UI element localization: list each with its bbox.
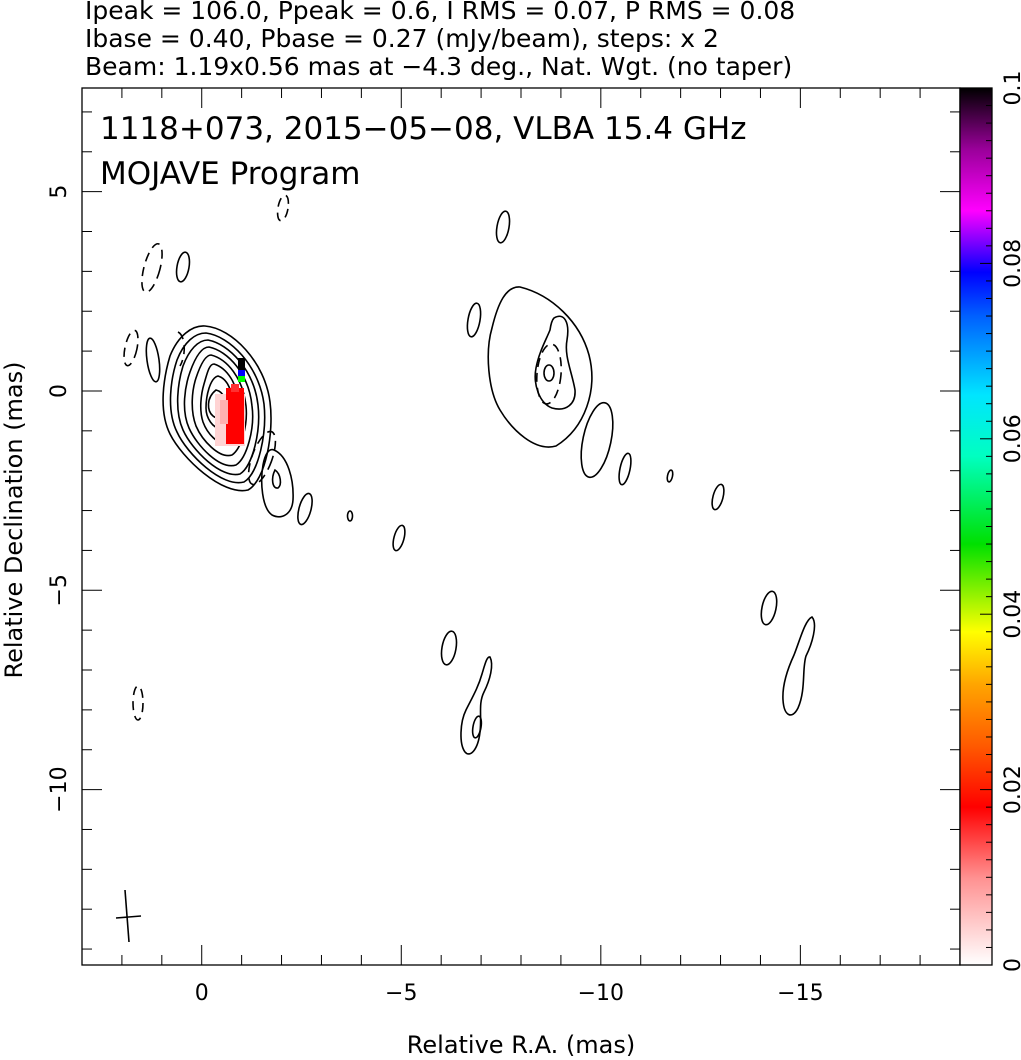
contour <box>460 656 493 755</box>
x-tick-label: −10 <box>578 981 624 1006</box>
contour <box>471 715 483 739</box>
pol-pixel <box>231 384 239 392</box>
contour <box>260 448 294 518</box>
negative-contour <box>141 242 163 294</box>
colorbar-tick-label: 0.02 <box>1001 765 1021 814</box>
colorbar-tick-label: 0.08 <box>1001 239 1021 288</box>
contour <box>346 510 354 522</box>
x-tick-label: −5 <box>385 981 417 1006</box>
header-line-3: Beam: 1.19x0.56 mas at −4.3 deg., Nat. W… <box>85 52 792 81</box>
contour <box>666 469 674 483</box>
colorbar-tick-labels: 0 0.02 0.04 0.06 0.08 0.1 <box>1001 71 1021 973</box>
negative-contour <box>123 329 139 367</box>
contour <box>782 616 816 716</box>
contour <box>711 483 725 511</box>
map-title: 1118+073, 2015−05−08, VLBA 15.4 GHz <box>100 111 746 147</box>
polarization-patch <box>215 358 245 446</box>
negative-contour <box>276 194 290 222</box>
y-tick-label: −10 <box>47 766 72 812</box>
contour-map <box>145 210 816 755</box>
header-line-2: Ibase = 0.40, Pbase = 0.27 (mJy/beam), s… <box>85 24 719 53</box>
negative-contour <box>132 685 144 721</box>
colorbar-ticks <box>980 87 992 966</box>
contour <box>392 524 406 552</box>
x-tick-label: −15 <box>777 981 823 1006</box>
y-axis-title: Relative Declination (mas) <box>0 361 28 678</box>
y-tick-label: −5 <box>47 574 72 606</box>
map-subtitle: MOJAVE Program <box>100 156 360 192</box>
contour <box>297 492 313 526</box>
axis-tick-labels: 0 −5 −10 −15 5 0 −5 −10 <box>47 185 824 1006</box>
contour <box>271 468 282 489</box>
header-line-1: Ipeak = 106.0, Ppeak = 0.6, I RMS = 0.07… <box>85 0 795 25</box>
contour <box>145 337 161 383</box>
negative-contour <box>535 343 563 405</box>
y-tick-label: 0 <box>47 384 72 398</box>
contour <box>495 210 511 244</box>
plot-frame <box>81 87 961 966</box>
core-contour <box>176 339 260 476</box>
negative-contour <box>247 430 277 486</box>
contour <box>760 590 778 626</box>
colorbar-tick-label: 0.06 <box>1001 414 1021 463</box>
jet-component-contour <box>487 286 593 448</box>
negative-contours <box>123 194 563 721</box>
y-tick-label: 5 <box>47 185 72 199</box>
core-contour <box>162 325 272 492</box>
pol-pixel <box>238 370 245 376</box>
jet-component-peak-contour <box>543 364 555 382</box>
pol-pixel <box>238 376 245 382</box>
beam-cross <box>115 889 142 943</box>
core-contour <box>169 332 266 484</box>
contour <box>580 401 614 479</box>
colorbar-tick-label: 0.1 <box>1001 71 1021 106</box>
colorbar-tick-label: 0.04 <box>1001 590 1021 639</box>
x-axis-title: Relative R.A. (mas) <box>407 1031 635 1059</box>
x-tick-label: 0 <box>195 981 209 1006</box>
contour <box>466 302 482 338</box>
negative-contour <box>177 331 186 367</box>
contour <box>440 630 458 666</box>
contour <box>618 452 632 486</box>
axis-ticks <box>82 88 960 965</box>
pol-pixel <box>220 400 228 424</box>
colorbar-tick-label: 0 <box>1001 958 1021 972</box>
contour <box>175 251 191 283</box>
jet-component-contour <box>534 315 576 410</box>
pol-pixel <box>226 388 244 444</box>
pol-pixel <box>238 358 245 370</box>
core-contour <box>183 346 254 467</box>
